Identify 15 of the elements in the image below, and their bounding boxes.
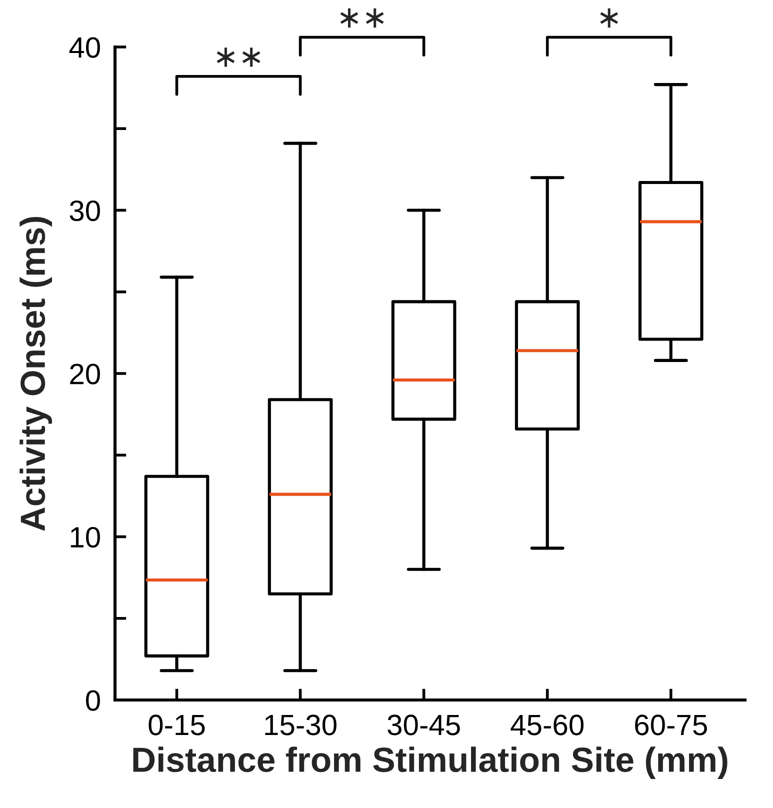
text: ∗∗ [340, 8, 384, 28]
y-tick-label: 10 [70, 526, 100, 548]
x-tick-label: 30-45 [388, 714, 460, 736]
x-axis-title: Distance from Stimulation Site (mm) [133, 746, 728, 779]
text: ∗ [600, 8, 618, 28]
annotation: ∗∗ [216, 48, 260, 67]
x-tick-label: 45-60 [510, 714, 584, 736]
y-tick-label: 40 [69, 37, 100, 58]
y-tick-label: 30 [70, 200, 100, 222]
x-tick-label: 15-30 [265, 714, 336, 736]
x-tick-label: 0-15 [148, 714, 205, 736]
y-tick-label: 20 [70, 364, 100, 384]
x-tick-label: 60-75 [635, 714, 707, 736]
y-axis-title: Activity Onset (ms) [20, 217, 52, 531]
y-tick-label: 0 [86, 690, 100, 711]
